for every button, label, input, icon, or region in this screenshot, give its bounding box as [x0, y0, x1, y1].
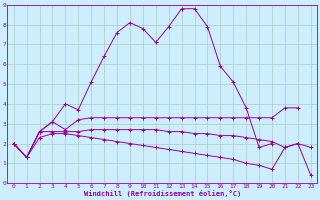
X-axis label: Windchill (Refroidissement éolien,°C): Windchill (Refroidissement éolien,°C): [84, 190, 241, 197]
